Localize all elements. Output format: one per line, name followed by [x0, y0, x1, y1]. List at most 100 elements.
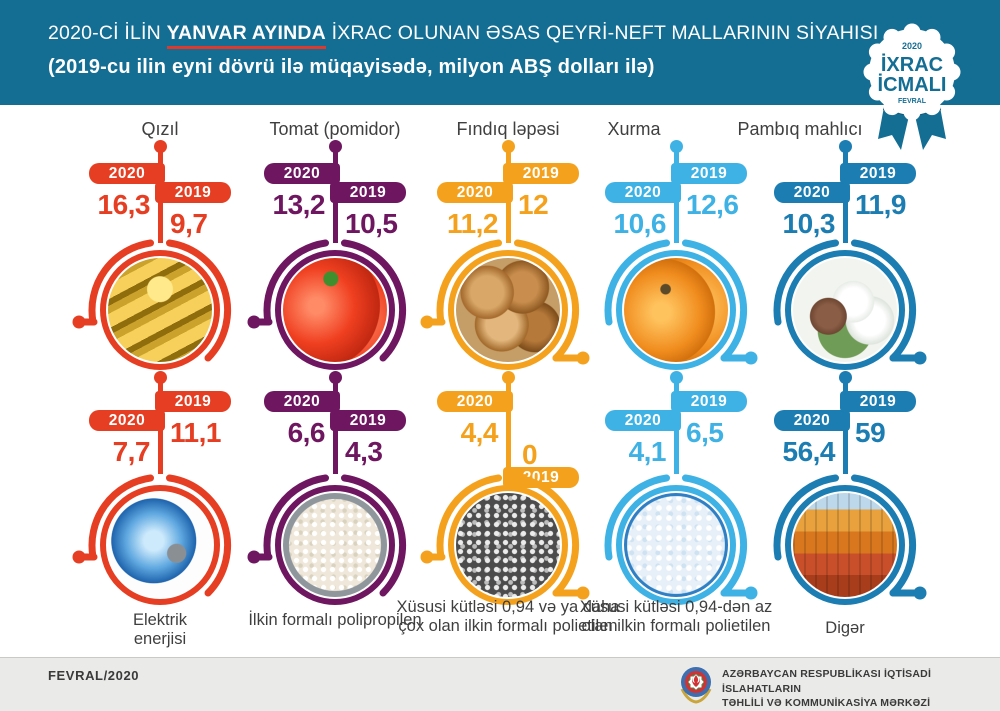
right-connector-dot [720, 586, 758, 600]
left-connector-dot [420, 315, 446, 329]
year-2019-label: 2019 [174, 393, 212, 410]
badge-title-line1: İXRAC [881, 53, 943, 76]
polyethylene-granules-clear-image [624, 493, 728, 597]
shipping-containers-image [793, 493, 897, 597]
badge-title-line2: İCMALI [878, 73, 947, 96]
export-review-badge: 2020 İXRAC İCMALI FEVRAL [852, 18, 972, 158]
product-label: Digər [825, 619, 865, 637]
value-2020: 4,1 [628, 436, 667, 467]
polyethylene-granules-bw-image [456, 493, 560, 597]
product-graphic [247, 235, 423, 385]
right-connector-dot [552, 351, 590, 365]
year-2019-label: 2019 [690, 165, 728, 182]
value-2020: 7,7 [112, 436, 151, 467]
left-connector-dot [420, 550, 446, 564]
year-2019-label: 2019 [859, 393, 897, 410]
product-label: Xüsusi kütləsi 0,94-dən az olan ilkin fo… [579, 598, 773, 636]
value-2020: 10,6 [613, 208, 667, 239]
organization-line2: TƏHLİLİ VƏ KOMMUNİKASİYA MƏRKƏZİ [722, 697, 931, 710]
value-2019: 11,9 [855, 189, 906, 220]
year-2019-pill: 2019 [155, 182, 231, 203]
year-2020-label: 2020 [283, 165, 321, 182]
product-unit-tomato: Tomat (pomidor) 2020 13,2 2019 10,5 [247, 115, 423, 375]
product-unit-polyethylene-ld: 2020 4,1 2019 6,5 Xüsusi kütləsi 0,94-də… [580, 371, 772, 661]
page-title: 2020-Cİ İLİN YANVAR AYINDA İXRAC OLUNAN … [48, 22, 879, 49]
value-2019: 12,6 [686, 189, 739, 220]
product-graphic [420, 470, 596, 620]
product-graphic [757, 235, 933, 385]
right-connector-dot [552, 586, 590, 600]
persimmons-image [624, 258, 728, 362]
product-title: Fındıq ləpəsi [456, 119, 560, 139]
title-highlight: YANVAR AYINDA [166, 22, 326, 49]
product-label: İlkin formalı polipropilen [248, 611, 422, 629]
footer-band: FEVRAL/2020 AZƏRBAYCAN RESPUBLİKASI İQTİ… [0, 657, 1000, 711]
stem-top-dot [669, 371, 683, 384]
year-2019-pill: 2019 [840, 163, 916, 184]
stem-top-dot [153, 371, 167, 384]
left-connector-dot [72, 550, 98, 564]
product-graphic [72, 235, 248, 385]
year-2019-label: 2019 [174, 184, 212, 201]
year-2019-pill: 2019 [155, 391, 231, 412]
year-2020-pill: 2020 [264, 163, 340, 184]
product-unit-cotton: Pambıq mahlıcı 2020 10,3 2019 11,9 [737, 115, 933, 375]
light-bulb-image [108, 493, 212, 597]
value-2020: 6,6 [287, 417, 326, 448]
value-2020: 11,2 [447, 208, 498, 239]
hazelnuts-image [456, 258, 560, 362]
stem-top-dot [669, 140, 683, 153]
product-title: Pambıq mahlıcı [737, 119, 863, 139]
header-text: 2020-Cİ İLİN YANVAR AYINDA İXRAC OLUNAN … [48, 22, 879, 79]
year-2019-label: 2019 [522, 165, 560, 182]
badge-month: FEVRAL [898, 98, 927, 105]
stem-top-dot [153, 140, 167, 153]
header-band: 2020-Cİ İLİN YANVAR AYINDA İXRAC OLUNAN … [0, 0, 1000, 105]
badge-seal-graphic: 2020 İXRAC İCMALI FEVRAL [863, 23, 961, 150]
year-2020-pill: 2020 [605, 410, 681, 431]
stem-top-dot [328, 140, 342, 153]
badge-year: 2020 [902, 41, 922, 51]
stem-top-dot [328, 371, 342, 384]
year-2020-pill: 2020 [437, 182, 513, 203]
year-2020-label: 2020 [456, 393, 494, 410]
year-2019-pill: 2019 [840, 391, 916, 412]
tomatoes-image [283, 258, 387, 362]
year-2020-pill: 2020 [605, 182, 681, 203]
year-2020-pill: 2020 [437, 391, 513, 412]
value-2019: 10,5 [345, 208, 398, 239]
product-graphic [757, 470, 933, 620]
title-suffix: İXRAC OLUNAN ƏSAS QEYRİ-NEFT MALLARININ … [325, 22, 879, 44]
right-connector-dot [889, 586, 927, 600]
year-2020-label: 2020 [624, 412, 662, 429]
year-2020-pill: 2020 [264, 391, 340, 412]
year-2020-label: 2020 [624, 184, 662, 201]
product-unit-other: 2020 56,4 2019 59 Digər [757, 371, 933, 661]
product-title: Xurma [607, 119, 661, 139]
value-2020: 4,4 [460, 417, 499, 448]
value-2019: 59 [855, 417, 886, 448]
product-graphic [420, 235, 596, 385]
state-emblem-icon [676, 663, 716, 710]
value-2020: 10,3 [782, 208, 836, 239]
gold-bars-image [108, 258, 212, 362]
product-unit-hazelnut: Fındıq ləpəsi 2020 11,2 2019 12 [420, 115, 596, 375]
product-graphic [72, 470, 248, 620]
product-graphic [588, 235, 764, 385]
year-2020-label: 2020 [283, 393, 321, 410]
value-2019: 6,5 [686, 417, 724, 448]
product-graphic [247, 470, 423, 620]
year-2020-pill: 2020 [774, 410, 850, 431]
value-2019: 9,7 [170, 208, 208, 239]
product-label: Xüsusi kütləsi 0,94 və ya daha çox olan … [396, 598, 620, 636]
product-unit-polypropylene: 2020 6,6 2019 4,3 İlkin formalı poliprop… [247, 371, 423, 661]
footer-date: FEVRAL/2020 [48, 668, 140, 683]
stem-top-dot [838, 140, 852, 153]
year-2019-pill: 2019 [330, 182, 406, 203]
product-unit-gold: Qızıl 2020 16,3 2019 9,7 [72, 115, 248, 375]
product-unit-electricity: 2020 7,7 2019 11,1 Elektrik enerjisi [72, 371, 248, 661]
value-2019: 12 [518, 189, 549, 220]
year-2020-label: 2020 [793, 412, 831, 429]
product-label: Elektrik enerjisi [132, 611, 188, 649]
